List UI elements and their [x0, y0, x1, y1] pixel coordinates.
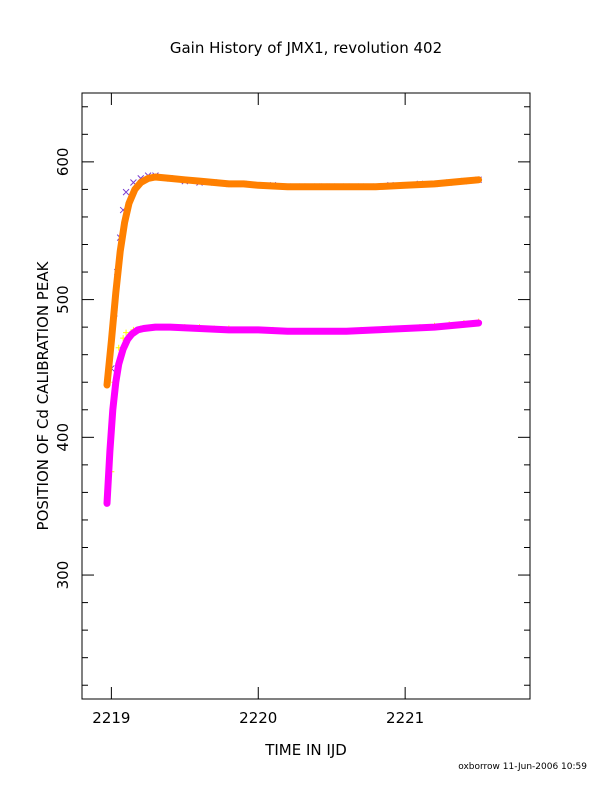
data-point — [126, 200, 133, 207]
data-point — [152, 324, 159, 331]
data-point — [475, 176, 482, 183]
data-point — [314, 328, 321, 335]
data-point — [121, 219, 128, 226]
data-point — [314, 183, 321, 190]
data-point — [255, 326, 262, 333]
y-tick-label: 500 — [54, 285, 72, 314]
data-point — [372, 326, 379, 333]
data-point — [124, 336, 131, 343]
data-point — [115, 361, 122, 368]
data-point — [402, 325, 409, 332]
x-tick-label: 2221 — [386, 709, 424, 727]
data-point — [402, 182, 409, 189]
data-point — [475, 320, 482, 327]
footer-credit: oxborrow 11-Jun-2006 10:59 — [458, 762, 587, 772]
data-point — [181, 176, 188, 183]
data-point — [137, 179, 144, 186]
data-point — [167, 175, 174, 182]
data-point — [460, 321, 467, 328]
data-point — [284, 183, 291, 190]
series-3 — [103, 319, 483, 507]
data-point — [103, 500, 110, 507]
data-point — [112, 379, 119, 386]
data-point — [109, 406, 116, 413]
data-point — [240, 180, 247, 187]
y-axis-label: POSITION OF Cd CALIBRATION PEAK — [34, 260, 52, 530]
data-point — [123, 329, 130, 336]
y-tick-label: 400 — [54, 423, 72, 452]
data-point — [343, 183, 350, 190]
x-tick-label: 2219 — [92, 709, 130, 727]
data-point — [225, 180, 232, 187]
data-point — [108, 337, 115, 344]
data-point — [284, 328, 291, 335]
data-point — [128, 331, 135, 338]
series-layer — [103, 172, 483, 507]
y-tick-label: 300 — [54, 561, 72, 590]
data-point — [106, 448, 113, 455]
plot-frame — [81, 92, 531, 700]
x-tick-label: 2220 — [239, 709, 277, 727]
chart-title: Gain History of JMX1, revolution 402 — [170, 39, 442, 57]
data-point — [103, 381, 110, 388]
data-point — [211, 179, 218, 186]
data-point — [196, 325, 203, 332]
data-point — [134, 326, 141, 333]
data-point — [112, 289, 119, 296]
data-point — [431, 180, 438, 187]
data-point — [372, 183, 379, 190]
series-line — [103, 173, 483, 389]
data-point — [145, 175, 152, 182]
data-point — [117, 248, 124, 255]
data-point — [152, 174, 159, 181]
data-point — [431, 324, 438, 331]
series-2 — [108, 318, 482, 475]
tick-layer: 2219 2220 2221 300 400 500 600 — [54, 93, 530, 727]
data-point — [167, 324, 174, 331]
data-point — [122, 188, 130, 196]
y-tick-label: 600 — [54, 148, 72, 177]
data-point — [131, 186, 138, 193]
series-line — [103, 319, 483, 507]
data-point — [120, 346, 127, 353]
data-point — [225, 326, 232, 333]
series-0 — [108, 172, 482, 372]
series-1 — [103, 173, 483, 389]
x-axis-label: TIME IN IJD — [264, 741, 347, 759]
data-point — [460, 178, 467, 185]
data-point — [196, 178, 203, 185]
data-point — [255, 182, 262, 189]
data-point — [343, 328, 350, 335]
data-point — [140, 325, 147, 332]
